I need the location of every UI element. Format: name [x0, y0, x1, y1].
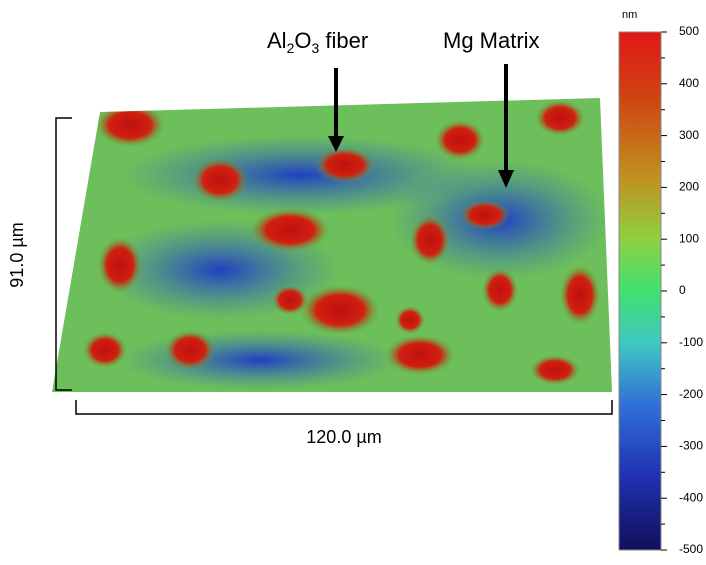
subscript: 2	[287, 40, 295, 56]
height-label: 91.0 µm	[7, 222, 27, 287]
label-part: O	[294, 28, 311, 53]
colorbar-tick-label: 400	[679, 76, 699, 90]
matrix-label: Mg Matrix	[443, 28, 540, 53]
colorbar-tick-label: -500	[679, 542, 703, 556]
subscript: 3	[311, 40, 319, 56]
brackets	[55, 117, 613, 415]
colorbar-unit: nm	[622, 9, 637, 21]
colorbar-tick-label: 0	[679, 283, 686, 297]
colorbar-tick-label: -300	[679, 439, 703, 453]
arrows	[328, 64, 514, 188]
colorbar-tick-label: -200	[679, 387, 703, 401]
colorbar-tick-label: 200	[679, 180, 699, 194]
label-part: Al	[267, 28, 287, 53]
afm-surface	[52, 98, 612, 392]
colorbar-tick-label: 500	[679, 24, 699, 38]
colorbar-tick-label: -100	[679, 335, 703, 349]
width-label: 120.0 µm	[306, 427, 381, 447]
colorbar-tick-label: 300	[679, 128, 699, 142]
label-part: fiber	[319, 28, 368, 53]
colorbar	[618, 31, 662, 551]
colorbar-tick-label: -400	[679, 490, 703, 504]
colorbar-tick-label: 100	[679, 231, 699, 245]
fiber-label: Al2O3 fiber	[267, 28, 368, 56]
